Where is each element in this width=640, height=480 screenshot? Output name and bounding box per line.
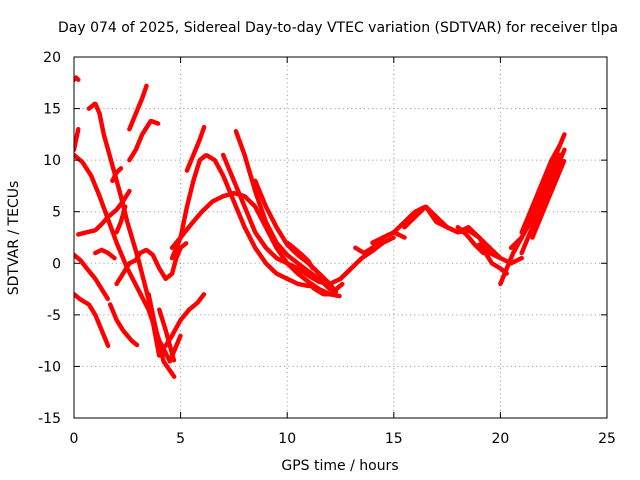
series-arc-12: [114, 240, 190, 287]
series-arc-3: [74, 75, 81, 82]
series-arc-21: [184, 124, 207, 173]
series-arc-8: [93, 247, 117, 261]
series-arc-13: [125, 333, 141, 349]
series-arc-16: [146, 291, 177, 379]
series-arc-17: [157, 307, 177, 364]
y-tick-label: -15: [38, 411, 61, 427]
series-arc-5: [74, 126, 81, 153]
series-layer: [74, 75, 567, 379]
y-tick-label: -10: [38, 359, 61, 375]
series-arc-10: [110, 166, 124, 184]
series-arc-25: [284, 240, 316, 271]
y-tick-label: 15: [43, 102, 61, 118]
series-arc-28: [353, 230, 407, 256]
series-arc-2: [74, 252, 111, 302]
y-tick-label: 0: [52, 256, 61, 272]
series-arc-31: [455, 224, 486, 256]
y-axis-label: SDTVAR / TECUs: [6, 181, 22, 296]
series-arc-32: [476, 242, 510, 276]
x-axis-label: GPS time / hours: [281, 458, 398, 474]
y-tick-label: -5: [47, 308, 61, 324]
x-tick-label: 25: [598, 431, 616, 447]
y-tick-label: 10: [43, 153, 61, 169]
series-arc-15: [127, 118, 162, 163]
series-arc-26: [306, 281, 345, 297]
series-arc-37: [519, 142, 563, 235]
x-tick-labels: 0 5 10 15 20 25: [70, 431, 616, 447]
y-tick-labels: -15 -10 -5 0 5 10 15 20: [38, 50, 61, 427]
series-arc-24: [252, 178, 339, 295]
series-arc-7: [86, 101, 162, 359]
series-arc-1: [74, 291, 111, 349]
series-arc-18: [163, 291, 207, 349]
x-tick-label: 15: [385, 431, 403, 447]
x-tick-label: 10: [278, 431, 296, 447]
series-arc-23: [233, 129, 333, 292]
x-tick-label: 5: [176, 431, 185, 447]
series-arc-11: [114, 204, 128, 235]
y-tick-label: 5: [52, 205, 61, 221]
y-tick-label: 20: [43, 50, 61, 66]
tick-marks: [73, 56, 608, 419]
x-tick-label: 20: [491, 431, 509, 447]
series-arc-36: [530, 157, 567, 240]
x-tick-label: 0: [70, 431, 79, 447]
series-arc-20: [169, 152, 311, 289]
chart-title: Day 074 of 2025, Sidereal Day-to-day VTE…: [58, 20, 618, 36]
series-arc-30: [402, 204, 503, 261]
plot-frame: [73, 56, 608, 419]
series-arc-9: [107, 302, 130, 338]
series-arc-35: [519, 147, 567, 256]
series-arc-14: [127, 83, 149, 132]
series-arc-27: [338, 235, 397, 282]
